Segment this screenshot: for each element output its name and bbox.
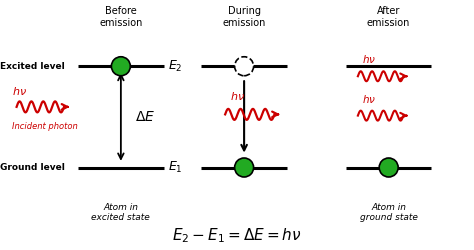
Text: Incident photon: Incident photon <box>12 122 78 132</box>
Text: $\Delta E$: $\Delta E$ <box>135 110 155 124</box>
Ellipse shape <box>379 158 398 177</box>
Ellipse shape <box>235 57 254 76</box>
Text: $h\nu$: $h\nu$ <box>12 84 27 96</box>
Text: $E_1$: $E_1$ <box>168 160 183 175</box>
Text: After
emission: After emission <box>367 6 410 28</box>
Text: $h\nu$: $h\nu$ <box>362 53 376 65</box>
Ellipse shape <box>111 57 130 76</box>
Ellipse shape <box>235 158 254 177</box>
Text: $h\nu$: $h\nu$ <box>230 90 245 102</box>
Text: Atom in
excited state: Atom in excited state <box>91 202 150 222</box>
Text: During
emission: During emission <box>222 6 266 28</box>
Text: Atom in
ground state: Atom in ground state <box>360 202 418 222</box>
Text: $E_2 - E_1 = \Delta E = h\nu$: $E_2 - E_1 = \Delta E = h\nu$ <box>172 226 302 245</box>
Text: $E_2$: $E_2$ <box>168 59 183 74</box>
Text: Ground level: Ground level <box>0 163 65 172</box>
Text: Before
emission: Before emission <box>99 6 143 28</box>
Text: Excited level: Excited level <box>0 62 65 71</box>
Text: $h\nu$: $h\nu$ <box>362 93 376 105</box>
